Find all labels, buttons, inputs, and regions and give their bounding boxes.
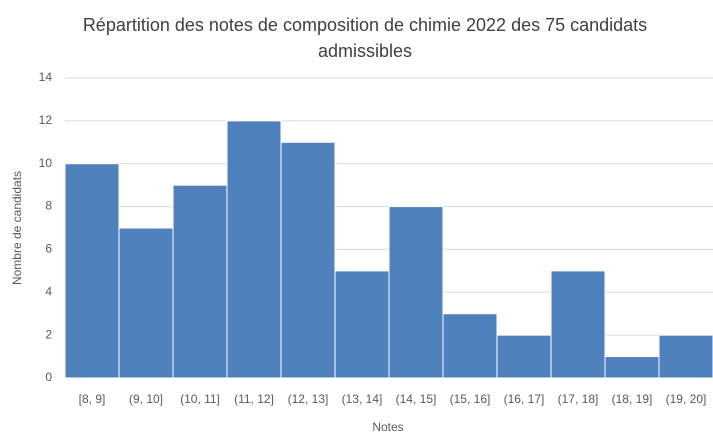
x-tick-label: (19, 20] [666, 392, 707, 406]
bar [118, 227, 174, 379]
y-axis-label: Nombre de candidats [10, 171, 24, 285]
bar [442, 313, 498, 379]
x-tick-label: (16, 17] [504, 392, 545, 406]
y-tick-label: 6 [45, 242, 52, 256]
y-tick-label: 8 [45, 199, 52, 213]
x-tick-label: (13, 14] [342, 392, 383, 406]
y-tick-label: 10 [39, 156, 53, 170]
x-tick-label: (10, 11] [180, 392, 220, 406]
bar [64, 163, 120, 379]
x-tick-label: (18, 19] [612, 392, 653, 406]
bar [280, 141, 336, 379]
x-tick-label: (17, 18] [558, 392, 599, 406]
bar [172, 184, 228, 379]
y-tick-label: 0 [45, 370, 52, 384]
y-tick-label: 12 [39, 113, 53, 127]
x-tick-label: (15, 16] [450, 392, 491, 406]
x-tick-label: [8, 9] [79, 392, 106, 406]
bar [388, 206, 444, 379]
y-tick-label: 2 [45, 327, 52, 341]
bar [334, 270, 390, 379]
x-tick-label: (11, 12] [234, 392, 274, 406]
chart-title: Répartition des notes de composition de … [82, 15, 648, 61]
bar [658, 334, 713, 379]
y-tick-label: 4 [45, 284, 52, 298]
bar [550, 270, 606, 379]
bar [226, 120, 282, 379]
x-tick-label: (12, 13] [288, 392, 329, 406]
x-tick-label: (9, 10] [129, 392, 163, 406]
x-axis-label: Notes [372, 420, 403, 434]
bar [604, 356, 660, 379]
y-tick-label: 14 [39, 70, 53, 84]
bar [496, 334, 552, 379]
x-tick-label: (14, 15] [396, 392, 437, 406]
